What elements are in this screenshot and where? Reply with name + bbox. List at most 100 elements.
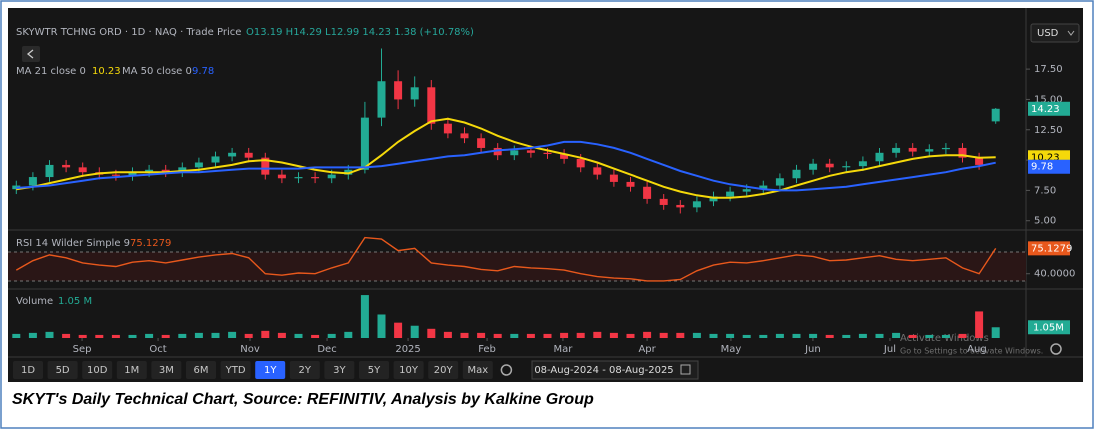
range-button[interactable]: [255, 361, 286, 379]
dropdown-icon: [1067, 30, 1075, 36]
symbol-title: SKYWTR TCHNG ORD · 1D · NAQ · Trade Pric…: [16, 27, 241, 38]
volume-tag: 1.05M: [1033, 322, 1064, 333]
back-button[interactable]: [22, 46, 40, 62]
candle-body: [228, 152, 237, 157]
candle-body: [277, 174, 286, 179]
volume-bar: [775, 333, 784, 338]
x-tick-label: Aug: [967, 344, 987, 355]
date-range-box[interactable]: [531, 360, 699, 380]
candle-body: [327, 174, 336, 179]
candle-body: [991, 108, 1000, 122]
currency-select[interactable]: [1030, 23, 1080, 43]
x-tick-label: 2025: [395, 344, 420, 355]
caption: SKYT's Daily Technical Chart, Source: RE…: [12, 391, 594, 408]
volume-bar: [875, 333, 884, 338]
candle-body: [560, 154, 569, 159]
candle-body: [294, 177, 303, 179]
range-button[interactable]: [428, 361, 459, 379]
candle-body: [111, 174, 120, 176]
volume-bar: [742, 334, 751, 338]
range-button[interactable]: [462, 361, 493, 379]
candle-body: [161, 169, 170, 173]
range-button[interactable]: [220, 361, 251, 379]
candle-body: [941, 147, 950, 150]
volume-bar: [377, 314, 386, 338]
x-tick-label: Jul: [883, 344, 896, 355]
volume-bar: [676, 332, 685, 338]
candle-body: [908, 147, 917, 152]
volume-bar: [460, 332, 469, 338]
range-button[interactable]: [289, 361, 320, 379]
y-tick-label: 40.0000: [1034, 269, 1075, 280]
candle-body: [593, 167, 602, 175]
legend-value: 1.05 M: [58, 296, 92, 307]
volume-bar: [709, 333, 718, 338]
y-tick-label: 12.50: [1034, 125, 1063, 136]
candle-body: [975, 157, 984, 165]
candle-body: [394, 81, 403, 100]
volume-bar: [78, 334, 87, 338]
x-tick-label: Nov: [240, 344, 260, 355]
candle-body: [925, 149, 934, 152]
volume-bar: [194, 332, 203, 338]
volume-bar: [211, 332, 220, 338]
range-button[interactable]: [359, 361, 389, 379]
range-button[interactable]: [151, 361, 182, 379]
candle-body: [809, 163, 818, 170]
range-label: 5D: [56, 365, 70, 376]
candle-body: [28, 177, 37, 186]
legend-value: 75.1279: [130, 238, 171, 249]
range-button[interactable]: [116, 361, 147, 379]
range-label: 5Y: [368, 365, 381, 376]
volume-bar: [410, 325, 419, 338]
candle-body: [676, 204, 685, 208]
range-button[interactable]: [186, 361, 216, 379]
last-price-tag: 14.23: [1031, 104, 1060, 115]
volume-bar: [311, 334, 320, 338]
candle-body: [493, 147, 502, 156]
range-button[interactable]: [13, 361, 43, 379]
chart-panel: [8, 8, 1083, 382]
y-tick-label: 17.50: [1034, 64, 1063, 75]
moving-average: [16, 140, 996, 192]
pane-title: Volume: [16, 296, 53, 307]
x-tick-label: Dec: [317, 344, 336, 355]
volume-bar: [228, 331, 237, 338]
candle-body: [792, 169, 801, 179]
candle-body: [825, 163, 834, 168]
candle-body: [311, 177, 320, 179]
range-label: 6M: [194, 365, 209, 376]
candle-body: [128, 172, 137, 176]
currency: USD: [1037, 28, 1059, 39]
ma-tag: 9.78: [1031, 162, 1053, 173]
range-button[interactable]: [82, 361, 113, 379]
settings-icon[interactable]: [1050, 343, 1062, 355]
volume-bar: [128, 334, 137, 338]
last-price-tag-bg: [1028, 101, 1070, 116]
volume-bar: [858, 333, 867, 338]
candle-body: [659, 198, 668, 205]
candle-body: [759, 185, 768, 190]
candle-body: [892, 147, 901, 153]
candle-body: [526, 150, 535, 153]
candle-body: [643, 186, 652, 199]
candle-body: [211, 156, 220, 163]
volume-bar: [161, 334, 170, 338]
candle-body: [958, 147, 967, 158]
volume-bar: [344, 331, 353, 338]
volume-bar: [62, 333, 71, 338]
volume-bar: [493, 333, 502, 338]
volume-bar: [991, 327, 1000, 338]
range-button[interactable]: [47, 361, 78, 379]
candle-body: [377, 81, 386, 118]
x-tick-label: May: [721, 344, 742, 355]
volume-bar: [510, 333, 519, 338]
volume-bar: [975, 311, 984, 338]
range-button[interactable]: [393, 361, 424, 379]
volume-bar: [726, 333, 735, 338]
candle-body: [775, 178, 784, 186]
range-button[interactable]: [324, 361, 355, 379]
volume-bar: [95, 334, 104, 338]
range-settings-icon[interactable]: [500, 364, 513, 376]
candle-body: [62, 164, 71, 168]
